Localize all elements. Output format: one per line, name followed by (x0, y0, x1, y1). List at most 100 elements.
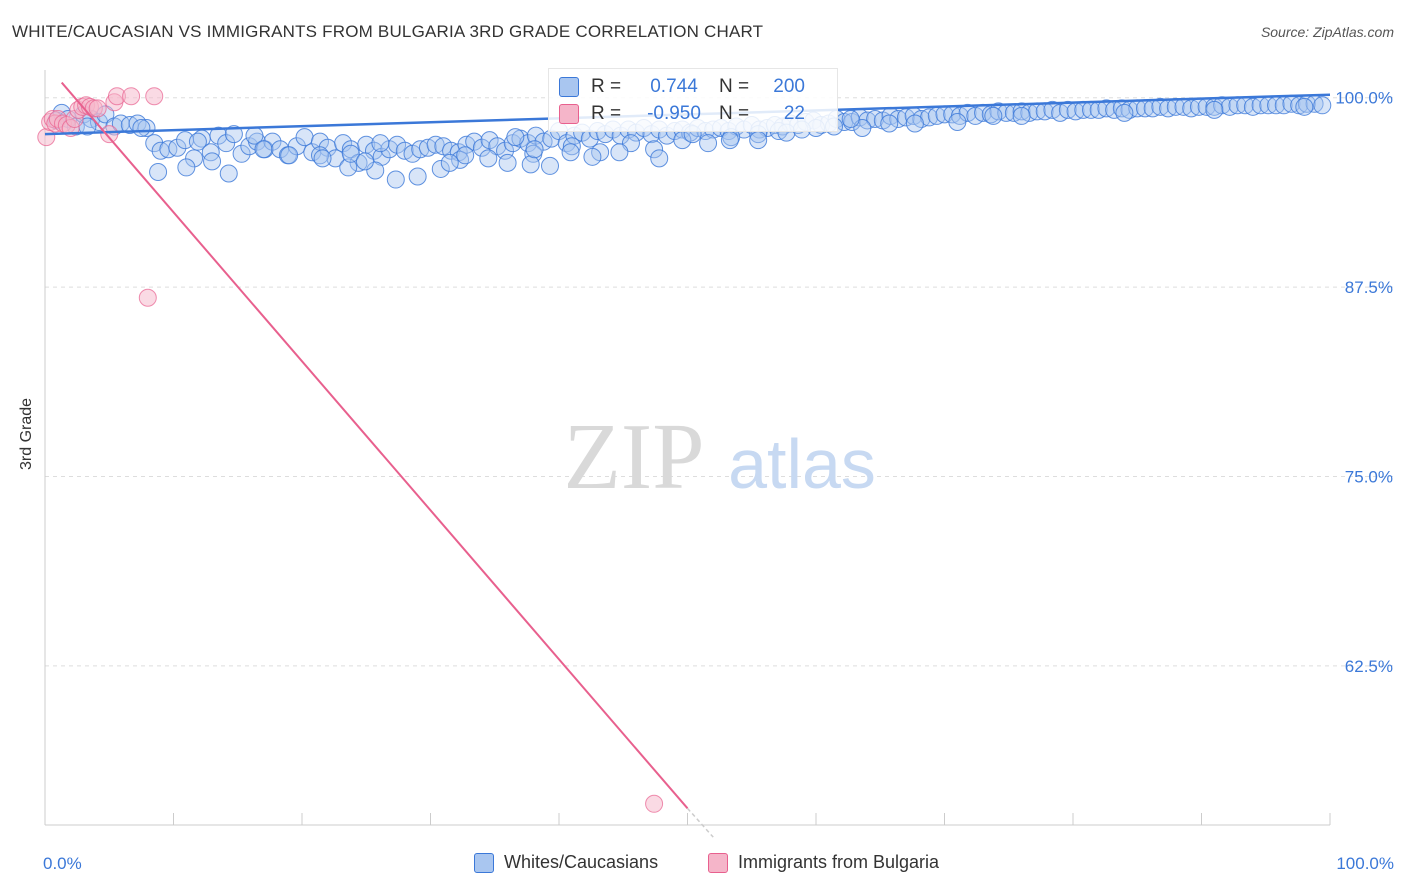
whites-point-206 (525, 140, 544, 159)
whites-point-16 (168, 138, 187, 157)
whites-point-28 (263, 132, 282, 151)
whites-point-186 (645, 140, 664, 159)
whites-point-205 (355, 152, 374, 171)
whites-point-143 (1151, 97, 1170, 116)
legend-item-whites[interactable]: Whites/Caucasians (474, 852, 658, 873)
bulgaria-point-15 (100, 125, 119, 144)
whites-point-173 (339, 158, 358, 177)
whites-point-18 (185, 149, 204, 168)
watermark-zip: ZIP (564, 405, 705, 509)
whites-point-217 (456, 146, 475, 165)
whites-point-32 (295, 128, 314, 147)
whites-point-180 (498, 153, 517, 172)
bulgaria-point-19 (145, 87, 164, 106)
stats-swatch-blue (559, 77, 579, 97)
whites-point-196 (440, 153, 459, 172)
chart-title: WHITE/CAUCASIAN VS IMMIGRANTS FROM BULGA… (12, 22, 764, 41)
y-tick-label-2: 75.0% (1345, 468, 1393, 487)
stats-box: R = 0.744 N = 200 R = -0.950 N = 22 (548, 68, 838, 132)
x-tick-labels: 0.0% 100.0% (43, 854, 1394, 873)
whites-point-155 (1243, 97, 1262, 116)
whites-point-215 (188, 132, 207, 151)
whites-point-208 (749, 131, 768, 150)
whites-point-211 (1012, 106, 1031, 125)
whites-point-55 (472, 138, 491, 157)
whites-point-177 (431, 159, 450, 178)
whites-point-207 (583, 147, 602, 166)
source-note: Source: ZipAtlas.com (1260, 24, 1394, 40)
whites-point-216 (371, 134, 390, 153)
legend-label-bulgaria: Immigrants from Bulgaria (738, 852, 940, 872)
y-axis-label: 3rd Grade (18, 397, 35, 470)
bulgaria-trend-extension (686, 807, 714, 838)
stats-n-value-pink: 22 (783, 103, 805, 124)
whites-point-175 (386, 170, 405, 189)
whites-point-219 (610, 143, 629, 162)
stats-r-label-pink: R = (591, 103, 622, 124)
whites-point-179 (479, 149, 498, 168)
whites-point-174 (366, 161, 385, 180)
whites-point-166 (132, 119, 151, 138)
stats-n-label-blue: N = (719, 76, 750, 97)
stats-r-value-pink: -0.950 (647, 103, 701, 124)
whites-point-197 (521, 155, 540, 174)
whites-point-39 (349, 153, 368, 172)
whites-point-182 (541, 156, 560, 175)
stats-n-label-pink: N = (719, 103, 750, 124)
whites-point-204 (880, 114, 899, 133)
bulgaria-point-20 (138, 288, 157, 307)
whites-point-194 (313, 149, 332, 168)
watermark: ZIP atlas (564, 405, 876, 509)
whites-point-210 (948, 112, 967, 131)
whites-point-31 (287, 137, 306, 156)
whites-point-109 (889, 109, 908, 128)
whites-point-224 (984, 106, 1003, 125)
whites-point-112 (912, 109, 931, 128)
whites-point-131 (1058, 100, 1077, 119)
whites-point-164 (1313, 96, 1332, 115)
whites-point-192 (149, 162, 168, 181)
whites-point-198 (561, 143, 580, 162)
whites-point-20 (201, 143, 220, 162)
y-tick-label-3: 62.5% (1345, 657, 1393, 676)
stats-swatch-pink (559, 104, 579, 124)
y-tick-labels: 100.0% 87.5% 75.0% 62.5% (1335, 89, 1393, 676)
whites-point-49 (426, 135, 445, 154)
whites-point-15 (159, 140, 178, 159)
whites-point-171 (280, 146, 299, 165)
legend: Whites/Caucasians Immigrants from Bulgar… (0, 850, 1406, 880)
whites-point-167 (177, 158, 196, 177)
whites-point-170 (254, 140, 273, 159)
whites-point-214 (1295, 97, 1314, 116)
whites-point-176 (408, 167, 427, 186)
stats-row-blue: R = 0.744 N = 200 (559, 74, 805, 100)
y-tick-label-1: 87.5% (1345, 278, 1393, 297)
whites-point-193 (219, 164, 238, 183)
whites-point-106 (866, 109, 885, 128)
whites-point-218 (506, 128, 525, 147)
bulgaria-trend-line (60, 81, 689, 809)
y-tick-label-0: 100.0% (1335, 89, 1393, 108)
whites-point-22 (217, 134, 236, 153)
series-bulgaria-points (37, 87, 664, 813)
legend-item-bulgaria[interactable]: Immigrants from Bulgaria (708, 852, 939, 873)
watermark-atlas: atlas (728, 425, 876, 503)
bulgaria-point-18 (122, 87, 141, 106)
whites-point-23 (224, 125, 243, 144)
whites-point-66 (557, 134, 576, 153)
legend-swatch-bulgaria (708, 852, 728, 873)
whites-point-188 (699, 134, 718, 153)
whites-point-199 (650, 149, 669, 168)
whites-point-195 (341, 144, 360, 163)
whites-point-21 (209, 126, 228, 145)
axes (44, 70, 1331, 826)
x-tick-label-0: 0.0% (43, 854, 82, 873)
grid-lines (45, 97, 1395, 667)
whites-point-212 (1115, 103, 1134, 122)
stats-n-value-blue: 200 (773, 76, 805, 97)
whites-point-168 (203, 152, 222, 171)
stats-row-pink: R = -0.950 N = 22 (559, 101, 805, 127)
whites-point-200 (720, 131, 739, 150)
whites-point-183 (562, 137, 581, 156)
